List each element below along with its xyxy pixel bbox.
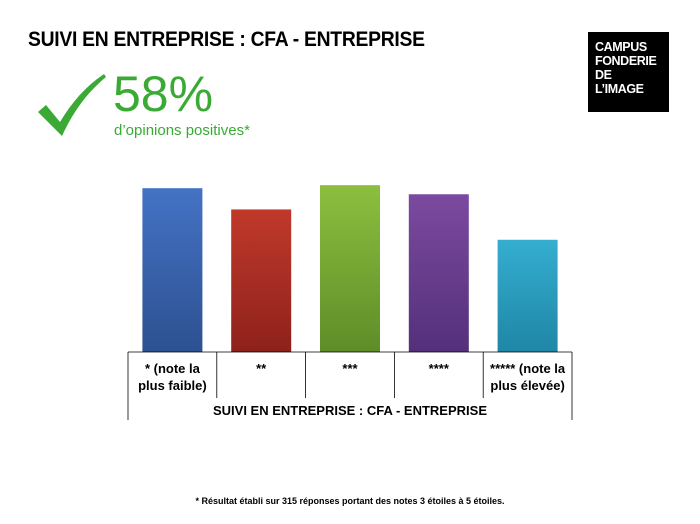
- bar-1: [142, 188, 203, 352]
- kpi-caption: d’opinions positives*: [114, 122, 250, 139]
- category-label: * (note la: [145, 361, 201, 376]
- logo-line: FONDERIE: [595, 54, 657, 68]
- bar-4: [408, 194, 469, 352]
- category-label: plus faible): [138, 378, 207, 393]
- bar-5: [497, 239, 558, 352]
- logo-line: L’IMAGE: [595, 82, 644, 96]
- bar-3: [320, 185, 380, 352]
- category-label: ***** (note la: [490, 361, 566, 376]
- logo-line: DE: [595, 68, 612, 82]
- x-axis-title: SUIVI EN ENTREPRISE : CFA - ENTREPRISE: [213, 403, 487, 418]
- category-label: ***: [342, 361, 358, 376]
- category-label: plus élevée): [490, 378, 564, 393]
- checkmark-icon: [38, 74, 106, 136]
- bar-2: [231, 209, 292, 352]
- kpi-percentage: 58%: [113, 66, 214, 122]
- category-label: ****: [429, 361, 450, 376]
- logo-line: CAMPUS: [595, 40, 647, 54]
- campus-fonderie-logo: CAMPUS FONDERIE DE L’IMAGE: [588, 32, 669, 112]
- slide-title: SUIVI EN ENTREPRISE : CFA - ENTREPRISE: [28, 28, 425, 51]
- footnote: * Résultat établi sur 315 réponses porta…: [195, 496, 505, 506]
- category-label: **: [256, 361, 267, 376]
